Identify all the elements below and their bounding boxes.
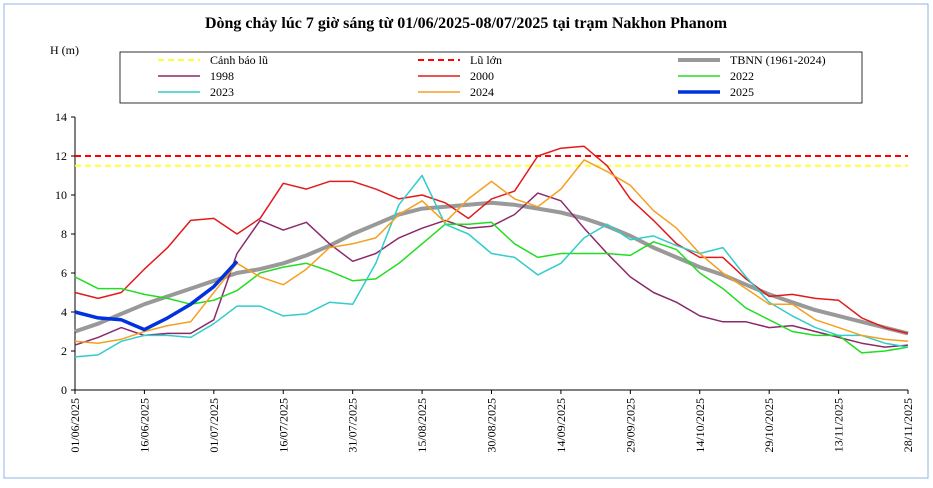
legend-label: TBNN (1961-2024): [730, 53, 826, 67]
legend-label: Lũ lớn: [470, 53, 502, 67]
y-axis-label: H (m): [50, 43, 79, 57]
x-tick-label: 16/07/2025: [276, 398, 290, 453]
chart-title: Dòng chảy lúc 7 giờ sáng từ 01/06/2025-0…: [205, 15, 728, 32]
x-tick-label: 13/11/2025: [832, 398, 846, 452]
legend-label: Cảnh báo lũ: [210, 53, 268, 67]
series-line: [74, 260, 239, 332]
y-tick-label: 0: [61, 383, 67, 397]
x-tick-label: 01/07/2025: [207, 398, 221, 453]
y-tick-label: 6: [61, 266, 67, 280]
legend-box: [119, 51, 863, 104]
x-tick-label: 29/10/2025: [762, 398, 776, 453]
legend-label: 1998: [210, 69, 234, 83]
x-tick-label: 15/08/2025: [415, 398, 429, 453]
x-tick-label: 31/07/2025: [346, 398, 360, 453]
y-tick-label: 10: [55, 188, 67, 202]
legend-label: 2023: [210, 85, 234, 99]
x-tick-label: 30/08/2025: [485, 398, 499, 453]
y-tick-label: 8: [61, 227, 67, 241]
series-line: [74, 192, 909, 348]
x-tick-label: 14/10/2025: [693, 398, 707, 453]
series-line: [74, 221, 909, 354]
y-tick-label: 2: [61, 344, 67, 358]
y-tick-label: 12: [55, 149, 67, 163]
x-tick-label: 14/09/2025: [554, 398, 568, 453]
series-line: [74, 159, 909, 344]
legend-label: 2025: [730, 85, 754, 99]
x-tick-label: 01/06/2025: [68, 398, 82, 453]
legend-label: 2022: [730, 69, 754, 83]
x-tick-label: 28/11/2025: [901, 398, 915, 452]
x-tick-label: 16/06/2025: [137, 398, 151, 453]
y-tick-label: 4: [61, 305, 67, 319]
legend-label: 2024: [470, 85, 494, 99]
series-line: [74, 200, 909, 336]
y-tick-label: 14: [55, 110, 67, 124]
legend-label: 2000: [470, 69, 494, 83]
series-line: [74, 174, 909, 358]
x-tick-label: 29/09/2025: [623, 398, 637, 453]
series-line: [74, 145, 909, 335]
